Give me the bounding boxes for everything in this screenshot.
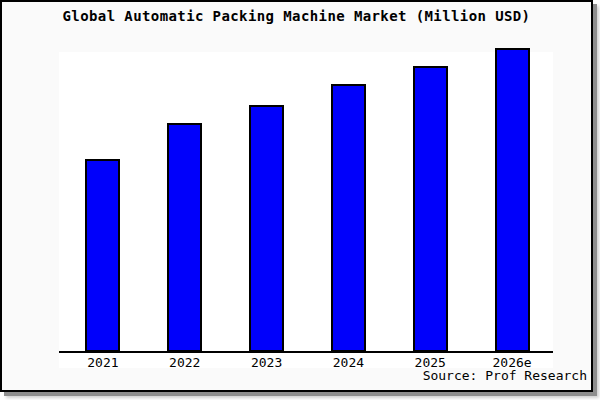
bar-slot [144,52,226,352]
bar-slot [226,52,308,352]
chart-image: Global Automatic Packing Machine Market … [0,0,600,400]
bar-2026e [495,48,530,352]
x-tick-label-2024: 2024 [307,355,389,370]
bar-slot [389,52,471,352]
x-tick-label-2022: 2022 [144,355,226,370]
bar-slot [471,52,553,352]
bar-2022 [167,123,202,352]
bar-slot [307,52,389,352]
bar-slot [62,52,144,352]
bar-2023 [249,105,284,352]
chart-title: Global Automatic Packing Machine Market … [2,8,591,24]
chart-frame: Global Automatic Packing Machine Market … [0,0,593,392]
bar-2024 [331,84,366,352]
plot-area: 202120222023202420252026e [59,52,553,368]
x-axis-line [59,351,553,353]
bar-2025 [413,66,448,352]
bar-2021 [85,159,120,352]
source-credit: Source: Prof Research [423,368,587,383]
bars-container [62,52,553,352]
x-tick-label-2023: 2023 [226,355,308,370]
x-tick-label-2021: 2021 [62,355,144,370]
